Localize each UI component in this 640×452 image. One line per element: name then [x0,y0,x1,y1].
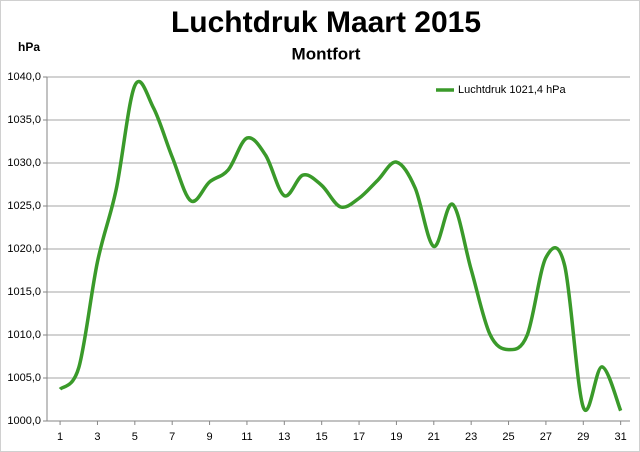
x-tick-label: 21 [428,431,440,443]
x-tick-label: 13 [278,431,290,443]
y-tick-label: 1000,0 [7,415,41,427]
x-tick-label: 15 [316,431,328,443]
x-tick-label: 5 [132,431,138,443]
data-line [58,79,623,412]
x-tick-label: 11 [241,431,252,443]
y-tick-label: 1030,0 [7,157,41,169]
y-tick-label: 1040,0 [7,71,41,83]
x-tick-label: 23 [465,431,477,443]
x-tick-label: 25 [502,431,514,443]
x-tick-label: 19 [390,431,402,443]
x-tick-label: 3 [94,431,100,443]
chart-title: Luchtdruk Maart 2015 [171,6,481,39]
y-tick-label: 1035,0 [7,114,41,126]
y-axis-label: hPa [18,40,40,54]
y-tick-label: 1025,0 [7,200,41,212]
x-tick-label: 7 [169,431,175,443]
x-tick-label: 29 [577,431,589,443]
y-tick-label: 1005,0 [7,372,41,384]
x-tick-label: 27 [540,431,552,443]
x-tick-label: 9 [207,431,213,443]
chart-subtitle: Montfort [292,44,361,63]
x-tick-label: 31 [615,431,627,443]
y-tick-label: 1020,0 [7,243,41,255]
y-tick-label: 1015,0 [7,286,41,298]
x-tick-label: 17 [353,431,365,443]
legend-label: Luchtdruk 1021,4 hPa [458,84,567,96]
y-tick-label: 1010,0 [7,329,41,341]
x-tick-label: 1 [57,431,63,443]
